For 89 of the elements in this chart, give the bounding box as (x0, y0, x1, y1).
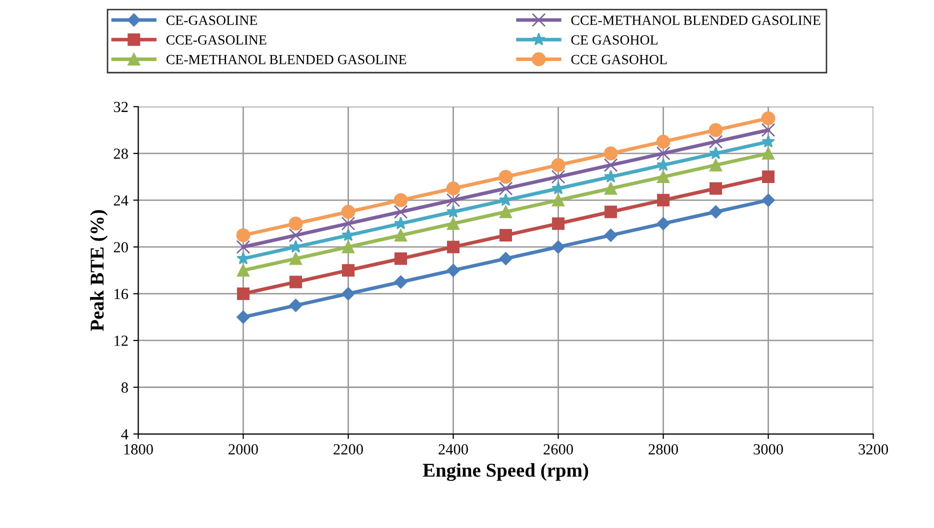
x-tick-label: 1800 (124, 444, 153, 454)
point (710, 182, 722, 195)
point (447, 217, 460, 230)
point (656, 146, 670, 160)
point (288, 216, 303, 231)
point (656, 158, 670, 171)
point (236, 310, 250, 324)
point (446, 264, 460, 277)
y-tick-label: 8 (121, 382, 128, 393)
point (761, 111, 776, 126)
legend-label: CE-GASOLINE (166, 16, 257, 25)
x-tick-label: 2400 (438, 444, 468, 454)
point (342, 240, 354, 254)
x-tick-label: 2800 (648, 444, 678, 454)
x-tick-label: 2000 (228, 444, 258, 454)
point (761, 123, 776, 137)
point (342, 264, 354, 277)
point (446, 182, 460, 196)
point (394, 204, 408, 219)
point (708, 123, 723, 137)
y-tick-label: 32 (114, 102, 128, 112)
point (657, 170, 670, 184)
y-tick-label: 20 (114, 242, 128, 252)
point (500, 229, 512, 242)
x-tick-label: 2600 (544, 444, 573, 454)
point (499, 193, 512, 206)
x-tick-label: 3000 (754, 444, 783, 454)
point (394, 216, 408, 230)
point (604, 228, 618, 242)
point (552, 194, 565, 206)
point (657, 194, 670, 206)
point (500, 206, 512, 218)
y-tick-label: 12 (114, 336, 128, 346)
y-tick-label: 16 (114, 288, 128, 300)
point (289, 252, 302, 265)
y-tick-label: 28 (114, 148, 128, 159)
legend-label: CCE-METHANOL BLENDED GASOLINE (571, 16, 820, 25)
legend-label: CE GASOHOL (571, 35, 658, 45)
point (288, 228, 303, 242)
point (342, 228, 355, 242)
point (236, 287, 250, 300)
point (656, 216, 670, 230)
point (552, 240, 565, 254)
point (710, 158, 722, 172)
point (762, 170, 775, 184)
x-axis-title: Engine Speed (rpm) (422, 463, 588, 481)
point (236, 264, 250, 277)
point (341, 204, 356, 219)
point (604, 158, 618, 172)
point (551, 170, 566, 184)
point (446, 193, 460, 208)
legend-label: CCE-GASOLINE (166, 35, 266, 45)
legend-label: CE-METHANOL BLENDED GASOLINE (166, 54, 406, 64)
point (604, 170, 618, 183)
point (604, 206, 618, 218)
point (289, 240, 302, 253)
point (394, 193, 408, 208)
point (551, 158, 566, 172)
point (289, 276, 302, 288)
point (341, 216, 356, 231)
point (447, 240, 460, 254)
point (498, 170, 513, 184)
point (394, 229, 408, 242)
point (394, 275, 408, 289)
point (342, 287, 355, 300)
point (499, 252, 512, 266)
y-axis-title: Peak BTE (%) (90, 210, 108, 332)
point (708, 134, 723, 149)
point (236, 240, 250, 254)
point (552, 217, 565, 230)
x-tick-label: 2200 (334, 444, 363, 454)
point (604, 146, 618, 160)
point (236, 228, 250, 242)
x-tick-label: 3200 (858, 444, 888, 454)
point (289, 298, 302, 312)
point (762, 147, 775, 160)
point (762, 194, 775, 207)
legend-label: CCE GASOHOL (571, 54, 667, 64)
point (709, 205, 722, 218)
point (394, 252, 408, 265)
y-tick-label: 4 (121, 429, 128, 440)
point (709, 146, 722, 160)
point (762, 134, 775, 148)
point (604, 182, 618, 195)
y-tick-label: 24 (114, 195, 128, 206)
point (498, 182, 513, 196)
point (552, 182, 565, 194)
point (446, 204, 460, 218)
point (656, 134, 670, 149)
